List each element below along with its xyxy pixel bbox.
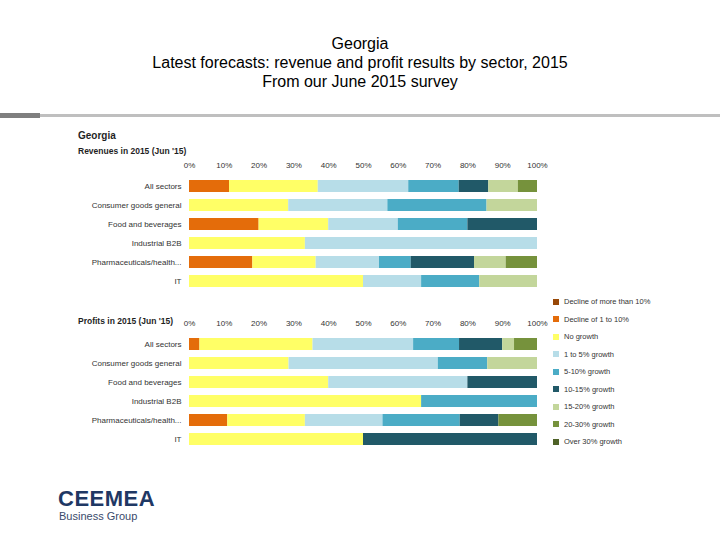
svg-text:30%: 30% <box>286 319 302 328</box>
svg-text:IT: IT <box>174 277 181 286</box>
html-text:Profits in 2015 (Jun '15): Profits in 2015 (Jun '15) <box>78 316 174 326</box>
svg-text:Industrial B2B: Industrial B2B <box>132 397 182 406</box>
html-text:10-15% growth: 10-15% growth <box>564 384 615 394</box>
svg-text:10%: 10% <box>216 319 232 328</box>
svg-text:70%: 70% <box>425 161 441 170</box>
html-text:No growth: No growth <box>564 332 599 342</box>
svg-text:50%: 50% <box>355 161 371 170</box>
svg-text:20%: 20% <box>251 161 267 170</box>
svg-text:20%: 20% <box>251 319 267 328</box>
html-text:Decline of more than 10%: Decline of more than 10% <box>564 297 651 307</box>
html-text:CEEMEA: CEEMEA <box>58 486 156 511</box>
html-text:From our June 2015 survey: From our June 2015 survey <box>262 73 458 90</box>
svg-text:All sectors: All sectors <box>145 340 182 349</box>
svg-text:Consumer goods general: Consumer goods general <box>92 359 182 368</box>
html-text:Revenues in 2015 (Jun '15): Revenues in 2015 (Jun '15) <box>78 146 187 156</box>
html-text:Over 30% growth: Over 30% growth <box>564 437 622 447</box>
svg-text:90%: 90% <box>495 319 511 328</box>
svg-text:90%: 90% <box>495 161 511 170</box>
svg-text:Consumer goods general: Consumer goods general <box>92 201 182 210</box>
html-text:5-10% growth: 5-10% growth <box>564 367 611 377</box>
html-text:Georgia: Georgia <box>331 35 389 52</box>
svg-text:0%: 0% <box>184 319 196 328</box>
svg-text:60%: 60% <box>390 161 406 170</box>
html-text:Latest forecasts: revenue and: Latest forecasts: revenue and profit res… <box>152 54 568 71</box>
svg-text:Pharmaceuticals/health...: Pharmaceuticals/health... <box>92 258 182 267</box>
svg-text:Industrial B2B: Industrial B2B <box>132 239 182 248</box>
svg-text:60%: 60% <box>390 319 406 328</box>
svg-text:Food and beverages: Food and beverages <box>108 220 181 229</box>
svg-text:40%: 40% <box>321 319 337 328</box>
svg-text:40%: 40% <box>321 161 337 170</box>
html-text:15-20% growth: 15-20% growth <box>564 402 615 412</box>
html-text:20-30% growth: 20-30% growth <box>564 419 615 429</box>
html-text:Decline of 1 to 10%: Decline of 1 to 10% <box>564 314 629 324</box>
svg-text:0%: 0% <box>184 161 196 170</box>
svg-text:80%: 80% <box>460 319 476 328</box>
svg-text:100%: 100% <box>527 161 547 170</box>
html-text:1 to 5% growth: 1 to 5% growth <box>564 349 614 359</box>
svg-text:70%: 70% <box>425 319 441 328</box>
html-text:Georgia: Georgia <box>78 130 116 141</box>
svg-text:10%: 10% <box>216 161 232 170</box>
svg-text:Pharmaceuticals/health...: Pharmaceuticals/health... <box>92 416 182 425</box>
svg-text:30%: 30% <box>286 161 302 170</box>
svg-text:All sectors: All sectors <box>145 182 182 191</box>
svg-text:100%: 100% <box>527 319 547 328</box>
svg-text:50%: 50% <box>355 319 371 328</box>
svg-text:IT: IT <box>174 435 181 444</box>
svg-text:Food and beverages: Food and beverages <box>108 378 181 387</box>
html-text:Business Group: Business Group <box>59 510 138 522</box>
svg-text:80%: 80% <box>460 161 476 170</box>
